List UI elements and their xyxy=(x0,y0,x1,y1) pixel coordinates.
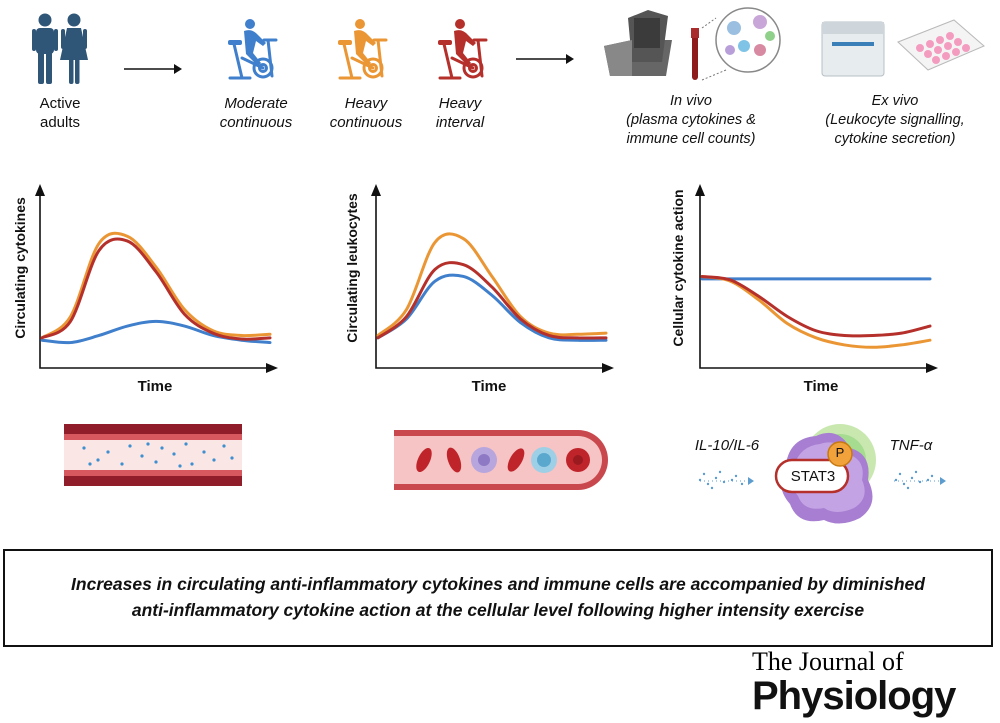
summary-line: anti-inflammatory cytokine action at the… xyxy=(131,600,865,620)
chart-xlabel: Time xyxy=(803,378,839,395)
chart-axes xyxy=(375,194,604,369)
y-axis-arrow xyxy=(35,184,45,196)
y-axis-arrow xyxy=(371,184,381,196)
in-vivo-label: In vivo (plasma cytokines & immune cell co… xyxy=(626,93,756,147)
journal-logo-line1: The Journal of xyxy=(752,647,904,676)
chart-axes xyxy=(699,194,928,369)
ex-vivo-reader-icon xyxy=(821,19,985,77)
chart-xlabel: Time xyxy=(137,378,173,395)
heavy-interval-label: Heavy interval xyxy=(435,95,485,131)
series-line-heavy-interval xyxy=(40,237,272,341)
chart-ylabel: Circulating leukocytes xyxy=(344,193,360,343)
summary-line: Increases in circulating anti-inflammato… xyxy=(71,574,925,594)
x-axis-arrow xyxy=(926,363,938,373)
heavy-interval-cyclist-icon xyxy=(438,19,488,80)
arrow-icon xyxy=(516,54,574,64)
cell-signalling-illustration xyxy=(698,424,946,524)
moderate-cyclist-icon xyxy=(228,19,278,80)
cytokines-chart xyxy=(35,184,278,373)
y-axis-arrow xyxy=(695,184,705,196)
series-line-moderate-continuous xyxy=(376,273,608,342)
x-axis-arrow xyxy=(602,363,614,373)
series-line-heavy-interval xyxy=(700,274,932,338)
chart-xlabel: Time xyxy=(471,378,507,395)
heavy-continuous-label: Heavy continuous xyxy=(329,95,403,131)
chart-ylabel: Cellular cytokine action xyxy=(670,189,686,347)
heavy-continuous-cyclist-icon xyxy=(338,19,388,80)
series-line-heavy-continuous xyxy=(376,232,608,337)
series-line-heavy-interval xyxy=(376,261,608,340)
stat3-label: STAT3 xyxy=(790,468,836,485)
chart-axes xyxy=(39,194,268,369)
series-line-heavy-continuous xyxy=(40,231,272,340)
il10-il6-label: IL-10/IL-6 xyxy=(694,437,760,454)
active-adults-icon xyxy=(32,13,88,84)
chart-ylabel: Circulating cytokines xyxy=(12,197,28,339)
active-adults-label: Active adults xyxy=(39,95,81,131)
cytokine-action-chart xyxy=(695,184,938,373)
blood-vessel-leukocytes-illustration xyxy=(394,430,608,490)
series-line-heavy-continuous xyxy=(700,274,932,349)
journal-logo-line2: Physiology xyxy=(752,674,956,718)
leukocytes-chart xyxy=(371,184,614,373)
arrow-icon xyxy=(124,64,182,74)
blood-vessel-cytokines-illustration xyxy=(64,424,242,486)
x-axis-arrow xyxy=(266,363,278,373)
moderate-continuous-label: Moderate continuous xyxy=(219,95,293,131)
journal-logo: The Journal of Physiology xyxy=(752,647,997,718)
tnf-alpha-label: TNF-α xyxy=(889,437,933,454)
summary-box: Increases in circulating anti-inflammato… xyxy=(3,549,993,647)
ex-vivo-label: Ex vivo (Leukocyte signalling, cytokine se… xyxy=(825,93,965,147)
phospho-label: P xyxy=(835,445,845,460)
in-vivo-analyzer-icon xyxy=(604,7,781,81)
